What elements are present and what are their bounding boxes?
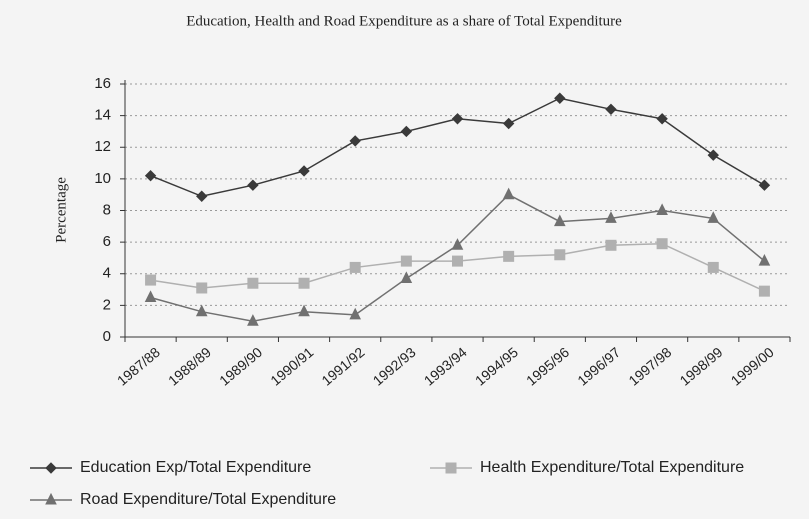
point [247, 314, 259, 326]
point [553, 214, 566, 227]
legend-label: Education Exp/Total Expenditure [80, 459, 311, 476]
legend-label: Road Expenditure/Total Expenditure [80, 491, 336, 508]
point [349, 261, 361, 273]
y-tick-label: 16 [94, 75, 111, 92]
point [554, 92, 566, 104]
x-tick-label: 1995/96 [523, 344, 572, 389]
x-tick-label: 1991/92 [318, 344, 367, 389]
point [605, 239, 617, 251]
point [554, 249, 566, 261]
series-line [150, 242, 765, 292]
legend-marker [45, 462, 57, 474]
x-tick-label: 1993/94 [421, 344, 470, 389]
point [758, 285, 770, 297]
y-tick-label: 12 [94, 138, 111, 155]
point [400, 255, 412, 267]
point [247, 179, 259, 191]
point [605, 211, 617, 223]
point [195, 304, 208, 317]
x-tick-label: 1987/88 [114, 344, 163, 389]
series-line [150, 97, 765, 198]
x-tick-label: 1990/91 [267, 344, 316, 389]
point [145, 274, 157, 286]
point [400, 125, 413, 138]
point [298, 304, 310, 317]
point [196, 282, 208, 294]
point [656, 113, 668, 125]
point [758, 179, 771, 191]
x-tick-label: 1999/00 [728, 344, 777, 389]
legend-label: Health Expenditure/Total Expenditure [480, 459, 744, 476]
y-tick-label: 10 [94, 170, 111, 187]
y-tick-label: 14 [94, 107, 111, 124]
point [349, 307, 362, 320]
point [451, 238, 464, 250]
x-tick-label: 1996/97 [574, 344, 623, 389]
y-tick-label: 6 [103, 233, 111, 250]
x-tick-label: 1989/90 [216, 344, 265, 389]
point [656, 238, 668, 250]
x-tick-label: 1994/95 [472, 344, 521, 389]
point [707, 149, 719, 161]
x-tick-label: 1997/98 [625, 344, 674, 389]
point [452, 255, 463, 267]
point [502, 117, 515, 130]
point [400, 271, 413, 283]
point [144, 170, 157, 182]
point [451, 113, 464, 125]
legend-marker [445, 462, 457, 474]
point [605, 103, 617, 116]
point [349, 135, 361, 147]
y-tick-label: 4 [103, 265, 111, 282]
y-tick-label: 8 [103, 201, 111, 218]
point [707, 211, 720, 223]
point [707, 261, 719, 273]
y-axis-label: Percentage [53, 177, 69, 243]
point [247, 277, 259, 289]
point [656, 203, 668, 215]
point [503, 250, 515, 262]
point [298, 277, 310, 289]
point [144, 290, 157, 302]
point [758, 253, 771, 266]
point [298, 165, 310, 177]
y-tick-label: 2 [103, 296, 111, 313]
legend-marker [45, 492, 57, 505]
y-tick-label: 0 [103, 328, 111, 345]
point [502, 187, 515, 200]
x-tick-label: 1992/93 [370, 344, 419, 389]
x-tick-label: 1998/99 [677, 344, 726, 389]
point [196, 190, 208, 202]
x-tick-label: 1988/89 [165, 344, 214, 389]
chart-title: Education, Health and Road Expenditure a… [186, 13, 622, 29]
